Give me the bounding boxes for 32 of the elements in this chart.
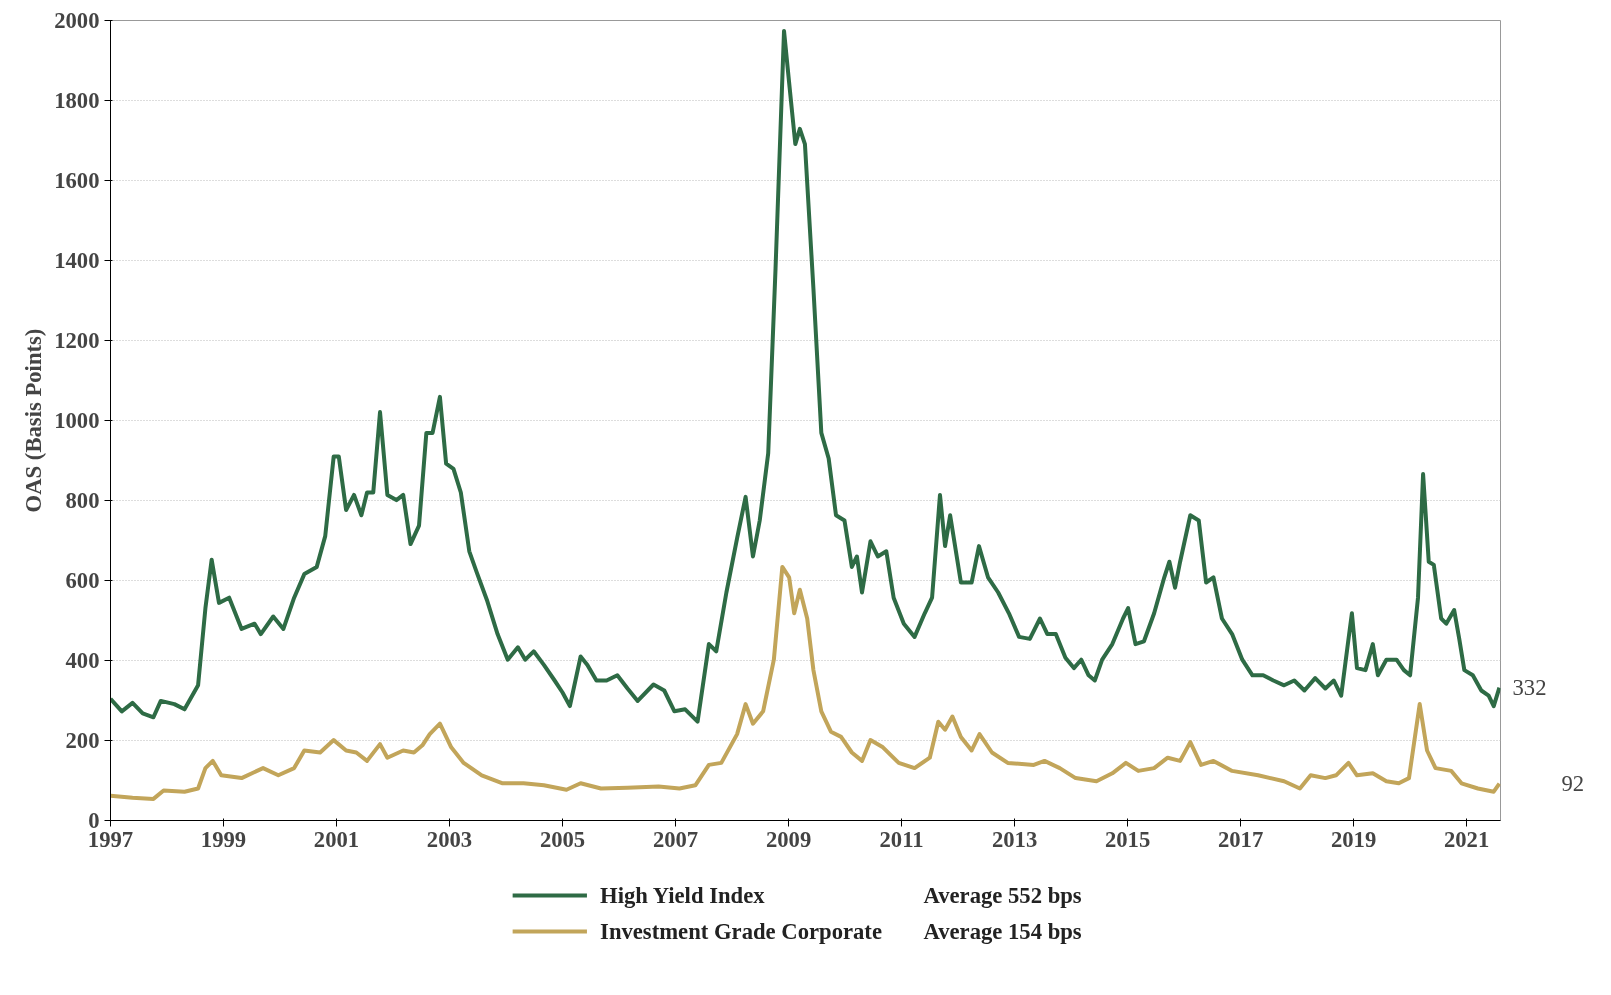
x-tick-label: 2021 (1443, 826, 1490, 852)
x-tick-label: 1999 (200, 826, 247, 852)
y-tick-label: 1400 (54, 248, 100, 273)
y-tick-label: 600 (65, 568, 100, 593)
annotation: 92 (1561, 771, 1585, 797)
legend-label: Investment Grade Corporate (600, 919, 882, 944)
y-tick-label: 0 (88, 808, 100, 833)
y-tick-label: 2000 (54, 8, 100, 33)
x-tick-label: 2001 (313, 826, 360, 852)
x-tick-label: 2017 (1217, 826, 1264, 852)
x-tick-label: 2015 (1104, 826, 1151, 852)
y-tick-label: 1600 (54, 168, 100, 193)
y-tick-label: 200 (65, 728, 100, 753)
x-tick-label: 2005 (539, 826, 586, 852)
y-tick-label: 1800 (54, 88, 100, 113)
text: Average 552 bps (923, 883, 1082, 908)
x-tick-label: 2003 (426, 826, 473, 852)
annotation: 332 (1512, 675, 1547, 701)
x-tick-label: 2013 (991, 826, 1038, 852)
x-tick-label: 2011 (879, 826, 924, 852)
x-tick-label: 2007 (652, 826, 699, 852)
legend-label: High Yield Index (600, 883, 766, 908)
line-series (110, 28, 1501, 724)
text: Average 154 bps (923, 919, 1082, 944)
y-tick-label: 1200 (54, 328, 100, 353)
y-tick-label: 800 (65, 488, 100, 513)
line-series (110, 564, 1501, 801)
x-tick-label: 2019 (1330, 826, 1377, 852)
y-tick-label: 400 (65, 648, 100, 673)
y-axis-title: OAS (Basis Points) (21, 328, 47, 513)
x-tick-label: 2009 (765, 826, 812, 852)
y-tick-label: 1000 (54, 408, 100, 433)
